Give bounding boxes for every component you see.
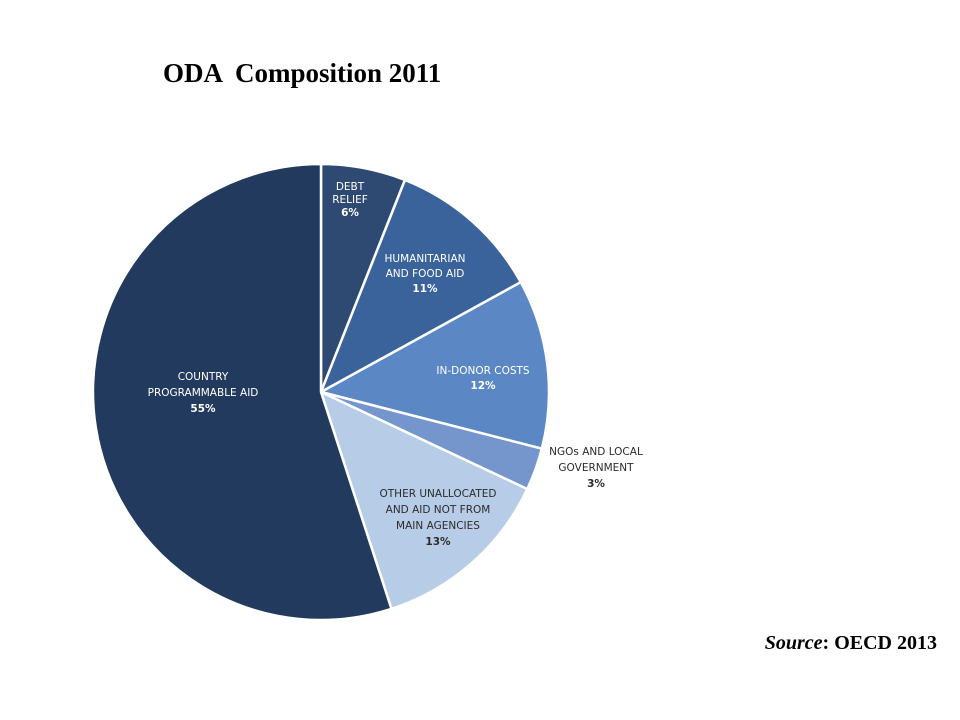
slice-label-line-4-0: OTHER UNALLOCATED [380, 488, 497, 500]
slice-value-0: 6% [341, 207, 359, 219]
pie-slice-2 [319, 280, 551, 450]
slice-label-line-0-1: RELIEF [332, 194, 368, 206]
slice-label-line-5-1: PROGRAMMABLE AID [148, 387, 259, 399]
source-text: OECD 2013 [834, 632, 937, 654]
pie-slice-1 [319, 178, 523, 394]
slice-label-line-3-1: GOVERNMENT [558, 462, 634, 474]
slice-label-2: IN-DONOR COSTS 12% [436, 365, 530, 392]
slice-label-3: NGOs AND LOCAL GOVERNMENT 3% [549, 446, 643, 490]
pie-slice-5 [91, 162, 393, 622]
slice-label-line-1-1: AND FOOD AID [386, 268, 465, 280]
slice-label-line-4-1: AND AID NOT FROM [386, 504, 491, 516]
slice-label-line-0-0: DEBT [336, 181, 365, 193]
pie-slice-4 [319, 390, 529, 611]
slice-label-line-1-0: HUMANITARIAN [385, 253, 466, 265]
source-note: Source: OECD 2013 [765, 632, 937, 655]
slice-label-line-5-0: COUNTRY [178, 371, 229, 383]
slice-value-4: 13% [425, 536, 451, 548]
slice-label-5: COUNTRY PROGRAMMABLE AID 55% [148, 371, 259, 415]
slice-label-4: OTHER UNALLOCATED AND AID NOT FROM MAIN AG… [380, 488, 497, 548]
slice-label-1: HUMANITARIAN AND FOOD AID 11% [385, 253, 466, 295]
slice-label-0: DEBT RELIEF 6% [332, 181, 368, 219]
slice-label-line-2-0: IN-DONOR COSTS [436, 365, 530, 377]
source-prefix: Source [764, 632, 823, 654]
slice-value-3: 3% [587, 478, 605, 490]
source-separator: : [822, 632, 835, 654]
chart-title: ODA Composition 2011 [163, 58, 442, 88]
slice-label-line-4-2: MAIN AGENCIES [396, 520, 480, 532]
slice-value-1: 11% [412, 283, 438, 295]
slice-value-2: 12% [470, 380, 496, 392]
slice-value-5: 55% [190, 403, 216, 415]
slice-label-line-3-0: NGOs AND LOCAL [549, 446, 643, 458]
